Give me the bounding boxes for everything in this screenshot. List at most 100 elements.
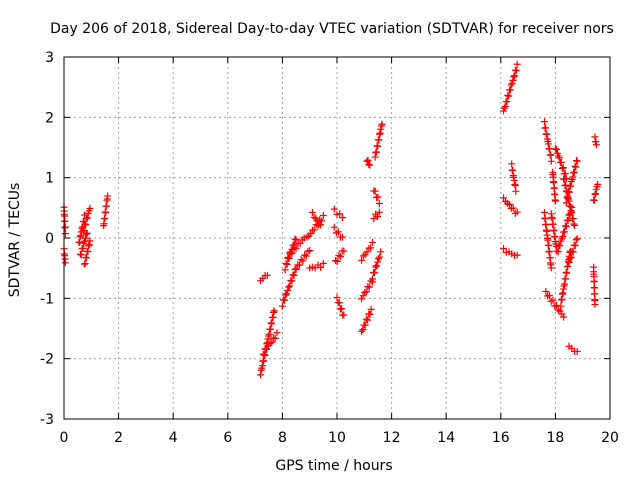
data-point [508, 160, 516, 168]
data-point [541, 214, 549, 222]
data-point [557, 158, 565, 166]
data-point [358, 295, 366, 303]
data-point [592, 141, 600, 149]
x-tick-label: 0 [60, 430, 69, 446]
data-point [76, 233, 84, 241]
x-axis-label: GPS time / hours [275, 458, 392, 474]
data-series-arc [332, 247, 348, 265]
data-point [551, 197, 559, 205]
data-series-arc [284, 234, 308, 261]
data-point [270, 308, 278, 316]
data-point [285, 254, 293, 262]
data-point [358, 256, 366, 264]
data-point [361, 289, 369, 297]
data-point [560, 313, 568, 321]
data-point [592, 190, 600, 198]
x-tick-label: 2 [114, 430, 123, 446]
data-series-arc [540, 118, 555, 165]
data-point [319, 259, 327, 267]
data-point [258, 362, 266, 370]
data-point [61, 223, 69, 231]
y-tick-label: -3 [40, 412, 54, 428]
data-point [376, 130, 384, 138]
data-point [288, 249, 296, 257]
data-point [503, 98, 511, 106]
data-point [333, 257, 341, 265]
data-point [83, 214, 91, 222]
data-point [373, 262, 381, 270]
data-points [60, 60, 602, 379]
data-point [378, 120, 386, 128]
data-point [371, 153, 379, 161]
data-point [505, 201, 513, 209]
data-series-arc [306, 259, 327, 272]
data-series-arc [542, 287, 568, 321]
data-point [302, 252, 310, 260]
data-point [373, 213, 381, 221]
data-point [570, 168, 578, 176]
data-point [86, 204, 94, 212]
x-tick-label: 20 [601, 430, 619, 446]
data-point [371, 269, 379, 277]
data-point [512, 67, 520, 75]
data-point [61, 217, 69, 225]
data-point [551, 190, 559, 198]
data-point [86, 237, 94, 245]
data-point [257, 371, 265, 379]
data-series-arc [540, 208, 555, 272]
data-point [317, 221, 325, 229]
data-point [264, 335, 272, 343]
data-point [271, 334, 279, 342]
data-point [591, 301, 599, 309]
plot-frame [63, 56, 611, 420]
data-point [547, 151, 555, 159]
data-series-arc [500, 245, 521, 259]
data-point [510, 73, 518, 81]
data-point [562, 181, 570, 189]
data-series-arc [547, 210, 561, 255]
data-point [263, 345, 271, 353]
data-series-arc [551, 145, 570, 183]
y-tick-label: 0 [45, 231, 54, 247]
data-point [506, 86, 514, 94]
data-point [542, 287, 550, 295]
data-point [561, 228, 568, 236]
data-point [284, 253, 292, 261]
x-tick-label: 18 [546, 430, 564, 446]
data-point [288, 277, 296, 285]
data-point [376, 253, 384, 261]
data-point [101, 214, 109, 222]
data-point [549, 220, 557, 228]
data-point [540, 118, 548, 126]
data-series-arc [500, 194, 521, 217]
data-point [291, 235, 299, 243]
data-point [558, 164, 566, 172]
data-point [284, 286, 292, 294]
data-point [292, 236, 300, 244]
y-tick-label: 1 [45, 171, 54, 187]
data-point [330, 223, 338, 231]
data-point [552, 145, 560, 153]
data-point [301, 251, 309, 259]
data-point [362, 315, 370, 323]
data-series-arc [303, 211, 327, 241]
data-point [259, 350, 267, 358]
data-point [559, 233, 567, 241]
data-point [550, 226, 558, 234]
data-point [504, 91, 512, 99]
data-point [332, 257, 340, 265]
data-point [265, 330, 273, 338]
data-point [268, 320, 276, 328]
data-series-arc [79, 204, 94, 235]
data-point [590, 196, 598, 204]
data-point [557, 302, 565, 310]
data-point [335, 251, 343, 259]
data-point [368, 275, 376, 283]
data-point [567, 253, 575, 261]
data-point [273, 329, 281, 337]
data-point [375, 255, 383, 263]
data-point [374, 142, 382, 150]
data-point [335, 299, 343, 307]
data-point [338, 214, 346, 222]
